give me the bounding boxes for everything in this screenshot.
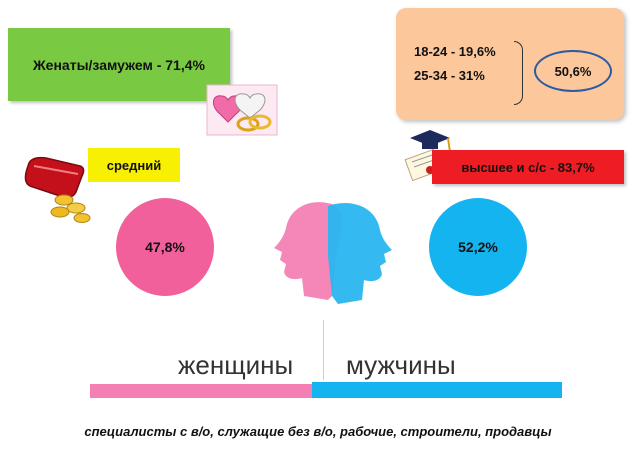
- wallet-coins-icon: [24, 156, 91, 223]
- gender-divider: [323, 320, 324, 380]
- age-brace: [514, 41, 523, 105]
- women-percent-text: 47,8%: [145, 239, 185, 255]
- heads-silhouette-icon: [274, 202, 392, 304]
- age-stat-box: 18-24 - 19,6% 25-34 - 31% 50,6%: [396, 8, 624, 120]
- women-label: женщины: [178, 350, 294, 380]
- age-total-ellipse: 50,6%: [534, 50, 612, 92]
- education-stat-box: высшее и с/с - 83,7%: [432, 150, 624, 184]
- age-range-18-24: 18-24 - 19,6%: [414, 44, 496, 59]
- married-stat-box: Женаты/замужем - 71,4%: [8, 28, 230, 101]
- men-percent-text: 52,2%: [458, 239, 498, 255]
- income-level-text: средний: [106, 157, 162, 173]
- women-percent-circle: 47,8%: [116, 198, 214, 296]
- education-stat-text: высшее и с/с - 83,7%: [461, 159, 595, 175]
- occupations-text: специалисты с в/о, служащие без в/о, раб…: [84, 424, 552, 439]
- men-label: мужчины: [346, 350, 456, 380]
- men-percent-circle: 52,2%: [429, 198, 527, 296]
- men-bar: [312, 382, 562, 398]
- income-level-box: средний: [88, 148, 180, 182]
- married-stat-text: Женаты/замужем - 71,4%: [33, 56, 205, 73]
- hearts-rings-icon: [206, 84, 278, 136]
- age-range-25-34: 25-34 - 31%: [414, 68, 485, 83]
- age-total-text: 50,6%: [554, 63, 592, 79]
- women-bar: [90, 384, 314, 398]
